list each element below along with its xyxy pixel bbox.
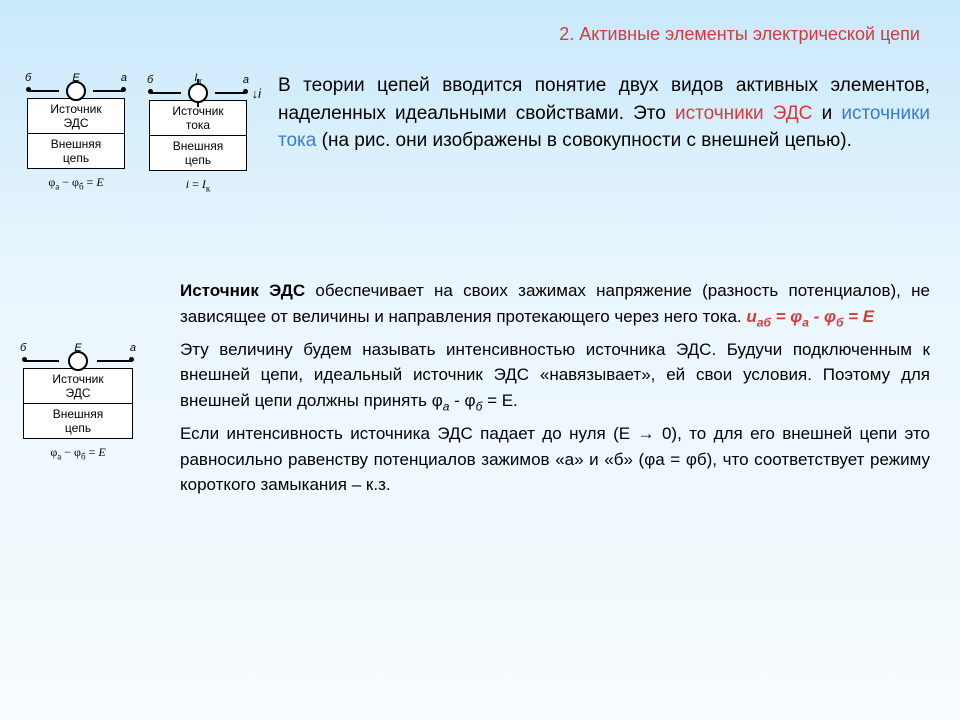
- current-arrow-icon: ↓i: [252, 86, 261, 101]
- para-p1: Источник ЭДС обеспечивает на своих зажим…: [180, 278, 930, 331]
- box-source-emf-2: Источник ЭДС: [23, 368, 133, 404]
- terminal-a-3: а: [130, 342, 136, 354]
- paragraph-body: Источник ЭДС обеспечивает на своих зажим…: [180, 278, 930, 504]
- equation-uab: uаб = φа - φб = E: [746, 307, 874, 326]
- terminal-a-2: а: [243, 74, 249, 86]
- schematic-emf: б E а Источник ЭДС Внешняя цепь φа − φб …: [23, 72, 129, 193]
- diagram-emf-single: б E а Источник ЭДС Внешняя цепь φа − φб …: [18, 342, 158, 461]
- formula-emf-1: φа − φб = E: [48, 175, 103, 191]
- schematic-current: б Iк а Источник тока ↓i Внешняя цепь i =…: [145, 72, 251, 193]
- formula-current: i = Iк: [186, 177, 211, 193]
- paragraph-intro: В теории цепей вводится понятие двух вид…: [278, 72, 930, 155]
- terminal-b-3: б: [20, 342, 26, 354]
- terminal-a: а: [121, 72, 127, 84]
- formula-emf-2: φа − φб = E: [50, 445, 105, 461]
- term-emf: источники ЭДС: [675, 103, 812, 124]
- terminal-b: б: [25, 72, 31, 84]
- terminal-b-2: б: [147, 74, 153, 86]
- box-external-3: Внешняя цепь: [23, 403, 133, 439]
- diagram-pair: б E а Источник ЭДС Внешняя цепь φа − φб …: [18, 72, 256, 193]
- section-2: б E а Источник ЭДС Внешняя цепь φа − φб …: [18, 278, 930, 504]
- para-p3: Если интенсивность источника ЭДС падает …: [180, 421, 930, 498]
- page-title: 2. Активные элементы электрической цепи: [0, 24, 920, 45]
- para-p2: Эту величину будем называть интенсивност…: [180, 337, 930, 415]
- section-1: б E а Источник ЭДС Внешняя цепь φа − φб …: [18, 72, 930, 193]
- box-external-2: Внешняя цепь: [149, 135, 247, 171]
- box-source-emf: Источник ЭДС: [27, 98, 125, 134]
- box-external-1: Внешняя цепь: [27, 133, 125, 169]
